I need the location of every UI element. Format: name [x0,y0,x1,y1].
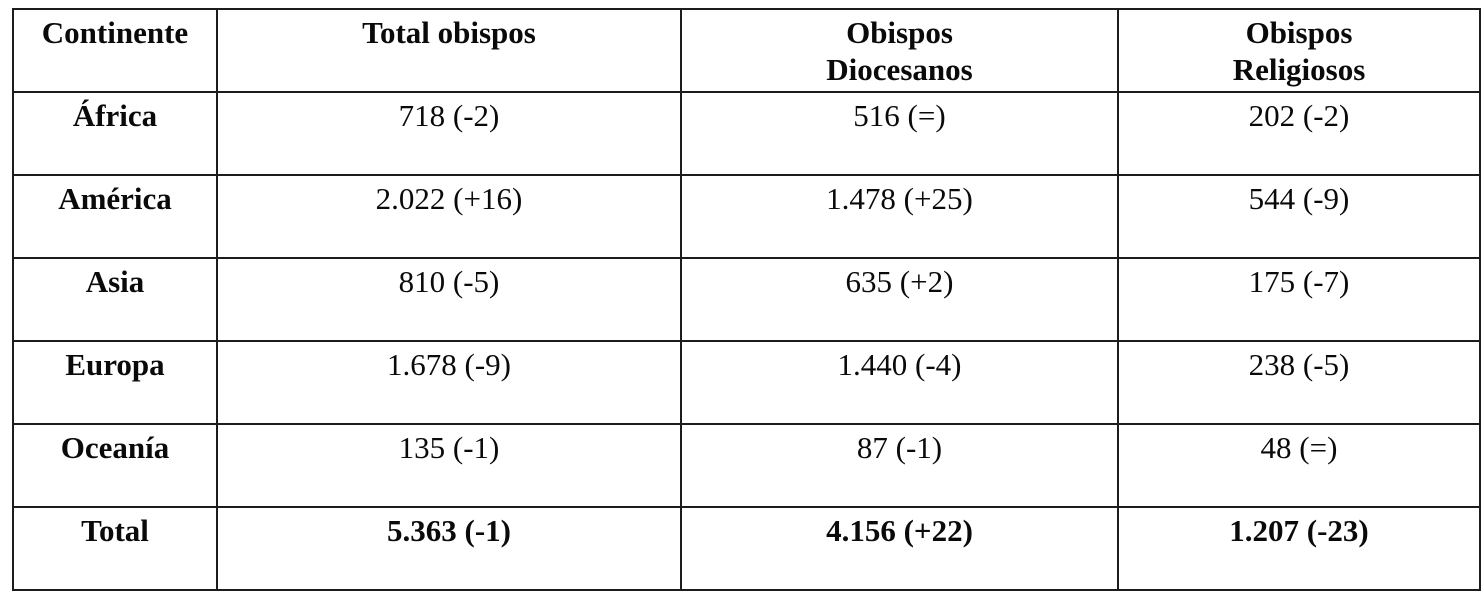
cell-america-religiosos: 544 (-9) [1117,174,1481,259]
table-row-africa: África 718 (-2) 516 (=) 202 (-2) [12,91,1481,176]
table-row-oceania: Oceanía 135 (-1) 87 (-1) 48 (=) [12,423,1481,508]
column-header-continente: Continente [12,8,218,93]
bishops-by-continent-table: Continente Total obispos Obispos Diocesa… [12,8,1481,591]
cell-asia-religiosos: 175 (-7) [1117,257,1481,342]
cell-total-total: 5.363 (-1) [216,506,682,591]
cell-oceania-religiosos: 48 (=) [1117,423,1481,508]
cell-africa-total: 718 (-2) [216,91,682,176]
cell-oceania-total: 135 (-1) [216,423,682,508]
row-label-asia: Asia [12,257,218,342]
column-header-obispos-religiosos: Obispos Religiosos [1117,8,1481,93]
cell-total-diocesanos: 4.156 (+22) [680,506,1119,591]
cell-asia-total: 810 (-5) [216,257,682,342]
cell-asia-diocesanos: 635 (+2) [680,257,1119,342]
cell-oceania-diocesanos: 87 (-1) [680,423,1119,508]
cell-africa-religiosos: 202 (-2) [1117,91,1481,176]
row-label-europa: Europa [12,340,218,425]
cell-europa-religiosos: 238 (-5) [1117,340,1481,425]
column-header-obispos-diocesanos: Obispos Diocesanos [680,8,1119,93]
table-row-europa: Europa 1.678 (-9) 1.440 (-4) 238 (-5) [12,340,1481,425]
cell-europa-total: 1.678 (-9) [216,340,682,425]
header-row: Continente Total obispos Obispos Diocesa… [12,8,1481,93]
cell-africa-diocesanos: 516 (=) [680,91,1119,176]
row-label-america: América [12,174,218,259]
cell-europa-diocesanos: 1.440 (-4) [680,340,1119,425]
column-header-total-obispos: Total obispos [216,8,682,93]
table-row-asia: Asia 810 (-5) 635 (+2) 175 (-7) [12,257,1481,342]
cell-total-religiosos: 1.207 (-23) [1117,506,1481,591]
row-label-africa: África [12,91,218,176]
table-row-america: América 2.022 (+16) 1.478 (+25) 544 (-9) [12,174,1481,259]
cell-america-total: 2.022 (+16) [216,174,682,259]
cell-america-diocesanos: 1.478 (+25) [680,174,1119,259]
row-label-oceania: Oceanía [12,423,218,508]
row-label-total: Total [12,506,218,591]
table-row-total: Total 5.363 (-1) 4.156 (+22) 1.207 (-23) [12,506,1481,591]
